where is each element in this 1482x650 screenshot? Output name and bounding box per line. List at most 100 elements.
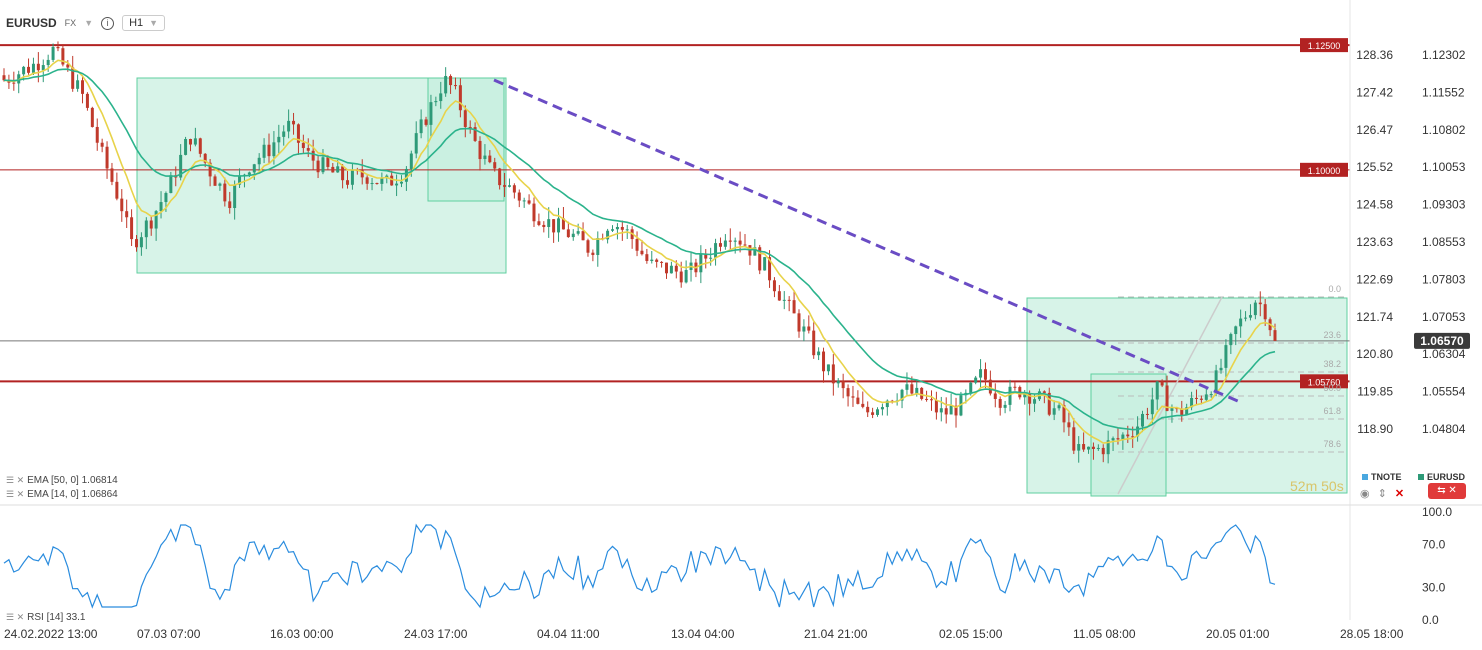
candle-body (36, 63, 40, 71)
candle-body (542, 224, 546, 228)
close-icon[interactable]: ✕ (1394, 488, 1405, 500)
candle-body (880, 407, 884, 410)
timeframe-select[interactable]: H1 ▼ (122, 15, 166, 31)
candle-body (1047, 392, 1051, 415)
y-tick: 1.05554 (1422, 385, 1466, 399)
candle-body (1199, 398, 1203, 400)
candle-body (1067, 422, 1071, 428)
candle-body (709, 257, 713, 259)
candle-body (282, 131, 286, 137)
candle-body (758, 247, 762, 271)
candle-body (763, 257, 767, 271)
candle-body (434, 101, 438, 103)
candle-body (252, 164, 256, 173)
settings-icon[interactable]: ☰ ✕ (6, 612, 25, 622)
eye-icon[interactable]: ◉ (1360, 488, 1370, 500)
remove-series-button[interactable]: ⇆ ✕ (1428, 483, 1466, 499)
candle-body (370, 183, 374, 185)
y-tick: 1.04804 (1422, 422, 1466, 436)
candle-body (71, 67, 75, 89)
candle-body (949, 405, 953, 415)
legend-rsi[interactable]: ☰ ✕ RSI [14] 33.1 (6, 612, 86, 623)
candle-body (503, 185, 507, 187)
candle-body (674, 265, 678, 272)
candle-body (1028, 393, 1032, 404)
level-label: 1.10000 (1308, 166, 1341, 176)
compare-eurusd[interactable]: EURUSD (1418, 472, 1465, 482)
candle-body (468, 126, 472, 128)
info-icon[interactable]: i (101, 16, 115, 30)
x-tick: 04.04 11:00 (537, 627, 600, 641)
candle-body (488, 155, 492, 163)
candle-body (944, 408, 948, 415)
candle-body (1023, 393, 1027, 398)
candle-body (669, 265, 673, 274)
candle-body (395, 183, 399, 186)
candle-body (738, 240, 742, 245)
candle-body (27, 66, 31, 73)
candle-body (164, 193, 168, 203)
x-tick: 24.02.2022 13:00 (4, 627, 98, 641)
candle-body (1116, 438, 1120, 440)
candle-body (1042, 391, 1046, 393)
candle-body (988, 379, 992, 394)
candle-body (1003, 404, 1007, 408)
candle-body (664, 262, 668, 274)
candle-body (321, 157, 325, 173)
candle-body (22, 66, 26, 75)
countdown-label: 52m 50s (1290, 478, 1344, 494)
candle-body (409, 153, 413, 169)
candle-body (768, 257, 772, 281)
chevron-down-icon: ▼ (149, 18, 159, 28)
candle-body (822, 351, 826, 372)
settings-icon[interactable]: ☰ ✕ (6, 475, 25, 485)
y-tick-secondary: 122.69 (1356, 272, 1393, 286)
candle-body (449, 75, 453, 86)
candle-body (1273, 330, 1277, 341)
compare-tnote[interactable]: TNOTE (1362, 472, 1402, 482)
axis-background (1350, 0, 1482, 650)
sort-icon[interactable]: ⇕ (1377, 488, 1387, 500)
candle-body (547, 219, 551, 228)
legend-ema14[interactable]: ☰ ✕ EMA [14, 0] 1.06864 (6, 489, 118, 500)
fib-label: 38.2 (1323, 359, 1341, 369)
candle-body (139, 237, 143, 248)
candle-body (1106, 440, 1110, 455)
current-price-label: 1.06570 (1420, 334, 1464, 348)
y-tick-secondary: 125.52 (1356, 160, 1393, 174)
candle-body (1234, 326, 1238, 335)
fib-label: 61.8 (1323, 406, 1341, 416)
candle-body (910, 384, 914, 394)
settings-icon[interactable]: ☰ ✕ (6, 489, 25, 499)
candle-body (301, 142, 305, 149)
symbol-label[interactable]: EURUSD (6, 16, 57, 30)
candle-body (365, 177, 369, 184)
candle-body (46, 59, 50, 66)
candle-body (56, 46, 60, 49)
candle-body (856, 397, 860, 404)
y-tick-secondary: 124.58 (1356, 198, 1393, 212)
candle-body (699, 253, 703, 273)
candle-body (517, 192, 521, 201)
candle-body (581, 231, 585, 241)
candle-body (596, 238, 600, 256)
candle-body (31, 63, 35, 73)
candle-body (184, 139, 188, 155)
candle-body (1165, 385, 1169, 411)
candle-body (1175, 408, 1179, 410)
candle-body (12, 82, 16, 84)
candle-body (655, 259, 659, 262)
y-tick-secondary: 120.80 (1356, 347, 1393, 361)
candle-body (134, 239, 138, 248)
candle-body (1062, 405, 1066, 423)
candle-body (105, 146, 109, 169)
chevron-down-icon[interactable]: ▼ (84, 18, 94, 28)
candle-body (1244, 317, 1248, 319)
candle-body (1077, 444, 1081, 451)
candle-body (586, 240, 590, 253)
legend-ema50[interactable]: ☰ ✕ EMA [50, 0] 1.06814 (6, 475, 118, 486)
x-tick: 13.04 04:00 (671, 627, 735, 641)
candle-body (1082, 444, 1086, 450)
candle-body (1121, 434, 1125, 440)
